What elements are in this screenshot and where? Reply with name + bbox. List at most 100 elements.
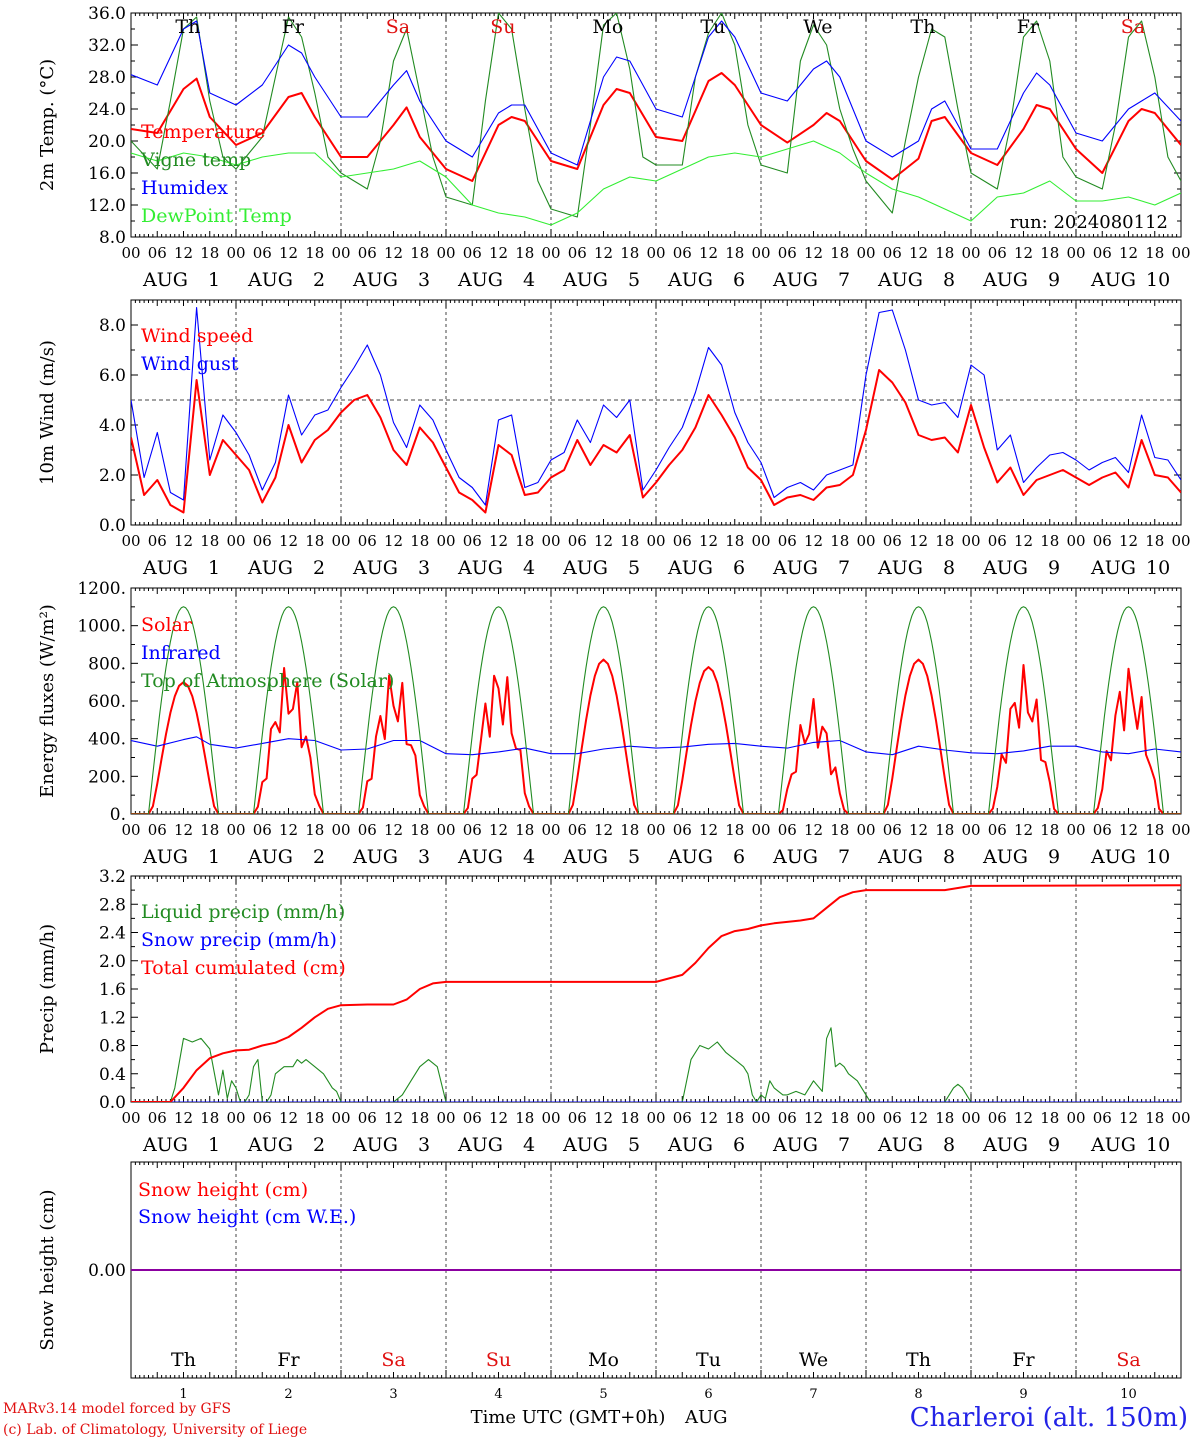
weekday-label: Tu — [700, 16, 725, 38]
x-month-label: AUG — [457, 846, 503, 868]
x-month-label: AUG — [877, 1134, 923, 1156]
x-hour-label: 12 — [1119, 1109, 1138, 1127]
x-date-label: 7 — [838, 1134, 850, 1156]
x-date-label: 8 — [943, 557, 955, 579]
station-label: Charleroi (alt. 150m) — [910, 1403, 1188, 1433]
y-tick-label: 0.0 — [99, 1093, 126, 1113]
x-hour-label: 12 — [489, 532, 508, 550]
x-hour-label: 18 — [200, 244, 219, 262]
x-hour-label: 06 — [883, 532, 902, 550]
x-hour-label: 00 — [961, 1109, 980, 1127]
x-hour-label: 06 — [463, 244, 482, 262]
date-number-label: 6 — [704, 1387, 712, 1402]
x-date-label: 4 — [523, 269, 535, 291]
x-hour-label: 18 — [830, 1109, 849, 1127]
x-hour-label: 06 — [883, 821, 902, 839]
y-tick-label: 2.0 — [99, 466, 126, 486]
series-line-wind-gust — [131, 306, 1181, 506]
x-hour-label: 00 — [436, 244, 455, 262]
x-hour-label: 06 — [1093, 244, 1112, 262]
legend-entry: DewPoint Temp — [141, 205, 292, 227]
x-hour-label: 06 — [463, 1109, 482, 1127]
x-hour-label: 00 — [646, 244, 665, 262]
weekday-label: Th — [171, 1349, 196, 1371]
x-date-label: 7 — [838, 269, 850, 291]
y-tick-label: 4.0 — [99, 416, 126, 436]
x-hour-label: 06 — [568, 244, 587, 262]
x-hour-label: 12 — [489, 244, 508, 262]
x-hour-label: 12 — [1119, 244, 1138, 262]
x-month-label: AUG — [877, 846, 923, 868]
x-hour-label: 18 — [515, 821, 534, 839]
series-line-vigne-temp — [131, 13, 1181, 218]
x-date-label: 5 — [628, 1134, 640, 1156]
x-hour-label: 18 — [1145, 821, 1164, 839]
x-hour-label: 18 — [620, 532, 639, 550]
x-hour-label: 00 — [1066, 532, 1085, 550]
x-hour-label: 12 — [174, 244, 193, 262]
x-hour-label: 06 — [883, 244, 902, 262]
x-axis-title: Time UTC (GMT+0h) — [471, 1407, 666, 1428]
x-hour-label: 06 — [358, 244, 377, 262]
weekday-label: Fr — [277, 1349, 300, 1371]
weekday-label: We — [803, 16, 832, 38]
x-date-label: 8 — [943, 269, 955, 291]
x-date-label: 2 — [313, 1134, 325, 1156]
x-month-label: AUG — [562, 557, 608, 579]
x-date-label: 1 — [208, 846, 220, 868]
x-hour-label: 12 — [909, 244, 928, 262]
x-hour-label: 00 — [226, 532, 245, 550]
x-hour-label: 12 — [279, 821, 298, 839]
plot-area — [131, 13, 1181, 226]
x-hour-label: 00 — [436, 821, 455, 839]
y-tick-label: 32.0 — [88, 36, 126, 56]
legend-entry: Snow precip (mm/h) — [141, 929, 337, 951]
x-hour-label: 06 — [988, 532, 1007, 550]
x-month-label: AUG — [772, 1134, 818, 1156]
x-hour-label: 00 — [331, 532, 350, 550]
y-tick-label: 6.0 — [99, 366, 126, 386]
x-hour-label: 12 — [804, 1109, 823, 1127]
x-hour-label: 00 — [121, 244, 140, 262]
y-tick-label: 8.0 — [99, 228, 126, 248]
x-month-label: AUG — [562, 269, 608, 291]
x-hour-label: 00 — [436, 532, 455, 550]
x-hour-label: 00 — [226, 244, 245, 262]
x-hour-label: 06 — [463, 821, 482, 839]
x-hour-label: 06 — [463, 532, 482, 550]
x-date-label: 6 — [733, 1134, 745, 1156]
x-date-label: 1 — [208, 557, 220, 579]
weekday-label: Su — [486, 1349, 511, 1371]
x-date-label: 9 — [1048, 269, 1060, 291]
credit-line-1: MARv3.14 model forced by GFS — [3, 1401, 231, 1417]
y-tick-label: 0.4 — [99, 1065, 126, 1085]
x-hour-label: 06 — [1093, 532, 1112, 550]
x-month-label: AUG — [247, 269, 293, 291]
x-hour-label: 12 — [489, 1109, 508, 1127]
legend-entry: Temperature — [141, 121, 265, 143]
x-hour-label: 18 — [200, 821, 219, 839]
x-hour-label: 18 — [1145, 1109, 1164, 1127]
y-tick-label: 200. — [88, 767, 126, 787]
x-month-label: AUG — [352, 557, 398, 579]
x-hour-label: 12 — [804, 244, 823, 262]
x-hour-label: 06 — [253, 821, 272, 839]
y-tick-label: 0.0 — [99, 516, 126, 536]
x-hour-label: 18 — [1040, 244, 1059, 262]
x-date-label: 1 — [208, 1134, 220, 1156]
x-hour-label: 06 — [148, 1109, 167, 1127]
y-tick-label: 600. — [88, 692, 126, 712]
x-month-label: AUG — [142, 1134, 188, 1156]
legend-entry: Snow height (cm) — [138, 1179, 308, 1201]
x-hour-label: 06 — [988, 821, 1007, 839]
y-tick-label: 1000. — [77, 617, 126, 637]
x-hour-label: 18 — [200, 1109, 219, 1127]
legend-entry: Vigne temp — [140, 149, 251, 171]
y-tick-label: 20.0 — [88, 132, 126, 152]
weekday-label: Su — [490, 16, 515, 38]
x-hour-label: 00 — [1066, 1109, 1085, 1127]
x-month-label: AUG — [1090, 846, 1136, 868]
x-hour-label: 06 — [253, 532, 272, 550]
y-tick-label: 0.8 — [99, 1037, 126, 1057]
plot-area — [131, 306, 1181, 514]
